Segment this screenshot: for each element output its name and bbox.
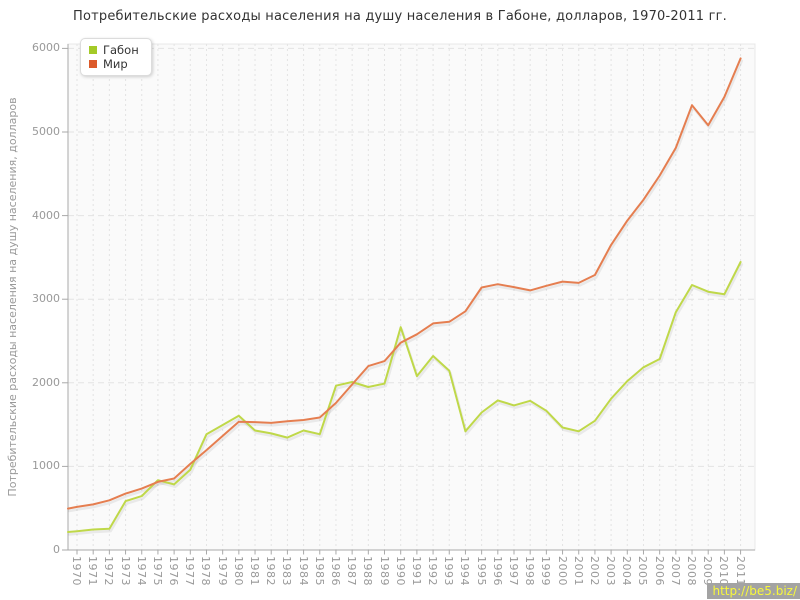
x-tick-label: 1983 xyxy=(280,556,294,586)
x-tick-label: 2007 xyxy=(668,556,682,586)
x-tick-label: 1986 xyxy=(328,556,342,586)
x-tick-label: 1970 xyxy=(70,556,83,586)
x-tick-label: 2008 xyxy=(685,556,699,586)
x-tick-label: 2011 xyxy=(733,556,747,586)
x-tick-label: 1995 xyxy=(474,556,488,586)
watermark-link[interactable]: http://be5.biz/ xyxy=(707,583,800,599)
x-tick-label: 2001 xyxy=(571,556,585,586)
x-tick-label: 1993 xyxy=(442,556,456,586)
x-tick-label: 1988 xyxy=(361,556,375,586)
x-tick-label: 1989 xyxy=(377,556,391,586)
y-tick-label: 6000 xyxy=(32,41,60,55)
x-tick-label: 1985 xyxy=(312,556,326,586)
plot-background xyxy=(67,43,756,551)
x-tick-label: 1979 xyxy=(215,556,229,586)
x-tick-label: 1977 xyxy=(183,556,197,586)
x-tick-label: 1971 xyxy=(86,556,100,586)
legend-label-mir: Мир xyxy=(103,57,128,71)
x-tick-label: 2006 xyxy=(652,556,666,586)
legend-swatch-mir-icon xyxy=(89,60,97,68)
y-tick-label: 3000 xyxy=(32,292,60,306)
x-tick-label: 2000 xyxy=(555,556,569,586)
y-tick-label: 0 xyxy=(53,543,60,556)
x-tick-label: 1975 xyxy=(150,556,164,586)
x-tick-label: 1994 xyxy=(458,556,472,586)
series-line-gabon[interactable] xyxy=(67,261,742,533)
x-tick-label: 2004 xyxy=(620,556,634,586)
x-tick-label: 1982 xyxy=(264,556,278,586)
legend-item-mir: Мир xyxy=(89,57,139,71)
x-tick-label: 1973 xyxy=(118,556,132,586)
x-tick-label: 1984 xyxy=(296,556,310,586)
legend-label-gabon: Габон xyxy=(103,43,139,57)
x-tick-label: 2003 xyxy=(604,556,618,586)
legend-item-gabon: Габон xyxy=(89,43,139,57)
x-tick-label: 1996 xyxy=(490,556,504,586)
x-tick-label: 1972 xyxy=(102,556,116,586)
x-tick-label: 1980 xyxy=(231,556,245,586)
x-tick-label: 1997 xyxy=(506,556,520,586)
x-tick-label: 1981 xyxy=(248,556,262,586)
y-tick-label: 4000 xyxy=(32,208,60,222)
x-tick-label: 2009 xyxy=(701,556,715,586)
x-tick-label: 1974 xyxy=(134,556,148,586)
series-lines[interactable] xyxy=(67,57,742,533)
x-tick-label: 1990 xyxy=(393,556,407,586)
x-tick-label: 1992 xyxy=(426,556,440,586)
gridlines xyxy=(68,44,755,550)
x-tick-label: 1999 xyxy=(539,556,553,586)
legend: Габон Мир xyxy=(80,38,152,76)
x-tick-label: 1991 xyxy=(409,556,423,586)
y-tick-label: 1000 xyxy=(32,459,60,473)
x-tick-label: 1987 xyxy=(345,556,359,586)
x-tick-label: 2010 xyxy=(717,556,731,586)
chart-title: Потребительские расходы населения на душ… xyxy=(72,9,728,24)
x-tick-label: 1998 xyxy=(523,556,537,586)
x-tick-label: 1978 xyxy=(199,556,213,586)
series-line-mir[interactable] xyxy=(67,57,742,510)
x-tick-label: 1976 xyxy=(167,556,181,586)
axes xyxy=(62,44,755,555)
x-tick-label: 2002 xyxy=(587,556,601,586)
y-tick-label: 5000 xyxy=(32,125,60,138)
x-tick-label: 2005 xyxy=(636,556,650,586)
y-tick-label: 2000 xyxy=(32,375,60,389)
legend-swatch-gabon-icon xyxy=(89,46,97,54)
